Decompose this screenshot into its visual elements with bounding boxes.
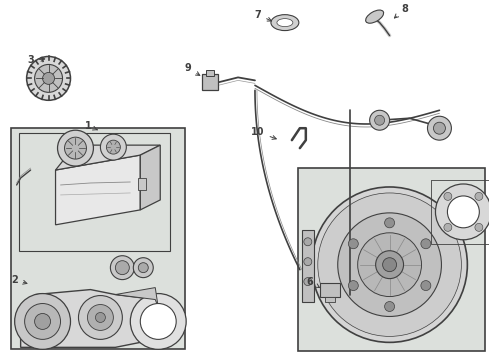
Circle shape bbox=[421, 239, 431, 249]
Text: 10: 10 bbox=[251, 127, 276, 139]
Circle shape bbox=[447, 196, 479, 228]
Circle shape bbox=[348, 280, 358, 291]
Circle shape bbox=[96, 312, 105, 323]
Circle shape bbox=[57, 130, 94, 166]
Circle shape bbox=[24, 303, 61, 339]
Circle shape bbox=[115, 261, 129, 275]
Text: 1: 1 bbox=[85, 121, 98, 131]
Bar bbox=[298, 168, 485, 351]
Circle shape bbox=[138, 263, 148, 273]
Circle shape bbox=[304, 238, 312, 246]
Polygon shape bbox=[55, 145, 160, 170]
Text: 8: 8 bbox=[394, 4, 408, 18]
Circle shape bbox=[444, 224, 452, 231]
Circle shape bbox=[444, 192, 452, 201]
Text: 3: 3 bbox=[27, 55, 45, 66]
Circle shape bbox=[35, 64, 63, 92]
Bar bbox=[202, 75, 218, 90]
Circle shape bbox=[65, 137, 86, 159]
Circle shape bbox=[436, 184, 490, 240]
Bar bbox=[302, 230, 314, 302]
Circle shape bbox=[78, 296, 122, 339]
Circle shape bbox=[358, 233, 421, 297]
Circle shape bbox=[385, 218, 394, 228]
Circle shape bbox=[369, 110, 390, 130]
Circle shape bbox=[348, 239, 358, 249]
Bar bbox=[19, 133, 170, 251]
Circle shape bbox=[140, 303, 176, 339]
Circle shape bbox=[475, 192, 483, 201]
Ellipse shape bbox=[271, 15, 299, 31]
Circle shape bbox=[87, 305, 113, 330]
Polygon shape bbox=[55, 155, 140, 225]
Text: 9: 9 bbox=[185, 63, 200, 75]
Circle shape bbox=[427, 116, 451, 140]
Circle shape bbox=[304, 258, 312, 266]
Circle shape bbox=[376, 251, 404, 279]
Circle shape bbox=[130, 293, 186, 349]
Circle shape bbox=[383, 258, 396, 272]
Circle shape bbox=[318, 193, 462, 336]
Text: 7: 7 bbox=[255, 10, 271, 21]
Bar bbox=[11, 128, 185, 349]
Bar bbox=[138, 178, 147, 190]
Circle shape bbox=[338, 213, 441, 316]
Circle shape bbox=[35, 314, 50, 329]
Circle shape bbox=[312, 187, 467, 342]
Text: 4: 4 bbox=[0, 359, 1, 360]
Circle shape bbox=[475, 224, 483, 231]
Polygon shape bbox=[140, 145, 160, 210]
Circle shape bbox=[304, 278, 312, 285]
Circle shape bbox=[100, 134, 126, 160]
Bar bbox=[320, 283, 340, 297]
Polygon shape bbox=[115, 288, 158, 307]
Circle shape bbox=[43, 72, 54, 84]
Circle shape bbox=[133, 258, 153, 278]
Ellipse shape bbox=[366, 10, 384, 23]
Text: 2: 2 bbox=[11, 275, 27, 285]
Circle shape bbox=[385, 302, 394, 311]
Circle shape bbox=[26, 57, 71, 100]
Text: 5: 5 bbox=[0, 359, 1, 360]
Circle shape bbox=[375, 115, 385, 125]
Ellipse shape bbox=[277, 19, 293, 27]
Text: 6: 6 bbox=[306, 276, 319, 288]
Bar bbox=[206, 71, 214, 76]
Circle shape bbox=[110, 256, 134, 280]
Circle shape bbox=[106, 140, 121, 154]
Circle shape bbox=[15, 293, 71, 349]
Bar bbox=[325, 297, 335, 302]
Circle shape bbox=[434, 122, 445, 134]
Bar bbox=[432, 180, 490, 244]
Circle shape bbox=[421, 280, 431, 291]
Polygon shape bbox=[21, 289, 155, 347]
